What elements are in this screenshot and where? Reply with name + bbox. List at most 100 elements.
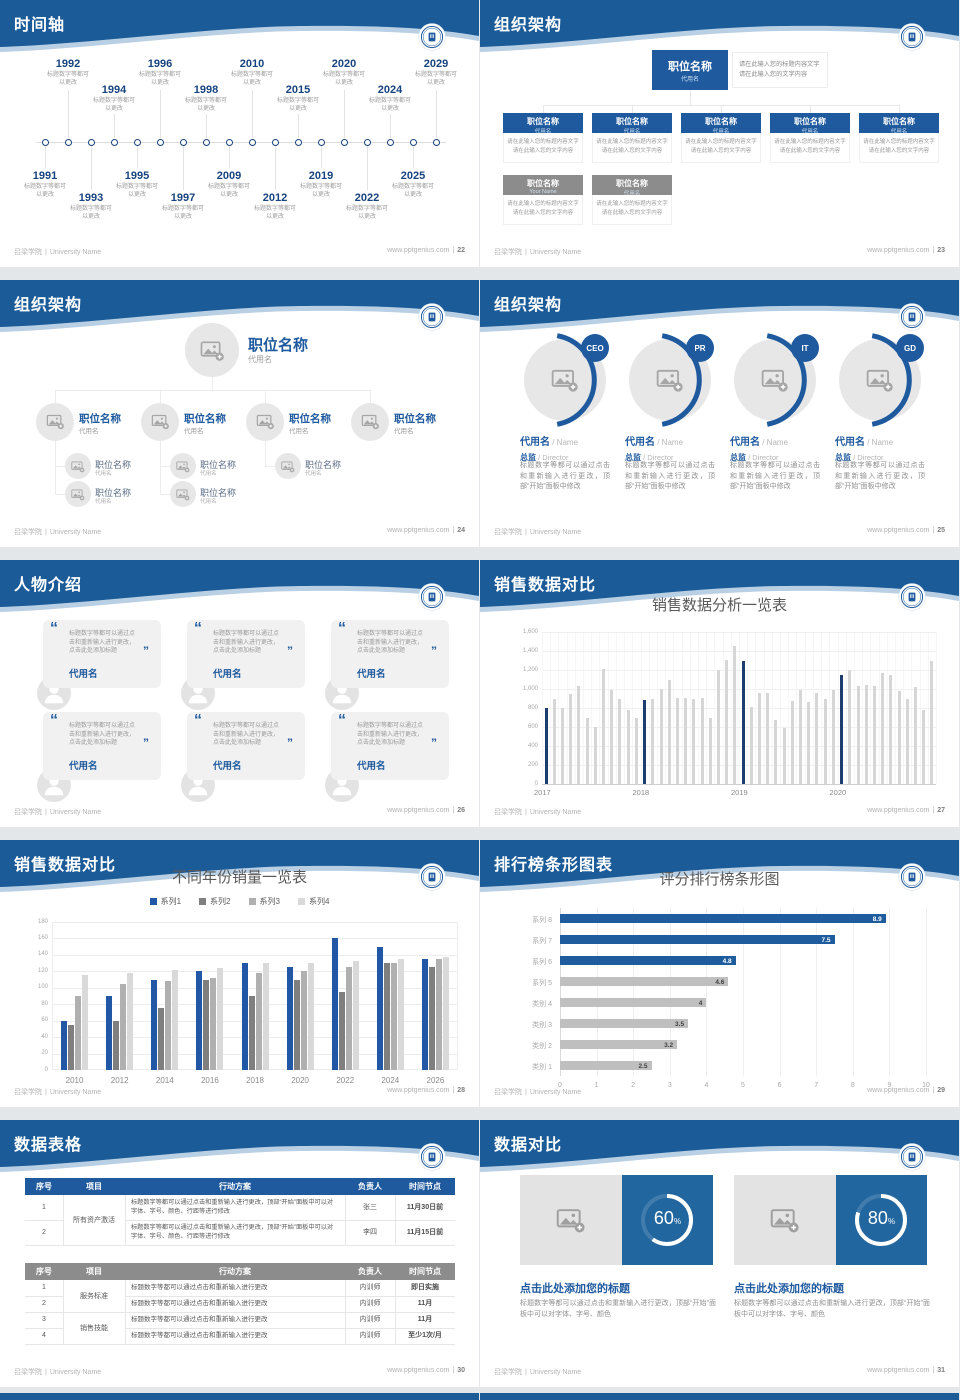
slide-data-table[interactable]: 数据表格 吕梁学院 | University Name www.pptgenius.co… bbox=[0, 1120, 479, 1387]
bar-value-label: 4 bbox=[698, 999, 703, 1007]
x-tick-label: 2024 bbox=[381, 1076, 400, 1085]
slide-sales-compare-columns[interactable]: 销售数据对比 吕梁学院 | University Name www.pptgenius.… bbox=[480, 560, 959, 827]
timeline-year: 2024 bbox=[377, 84, 403, 96]
quote-text: 标题数字等都可以通过点击和重新输入进行更改，点击此处添加标题 bbox=[69, 631, 136, 654]
image-placeholder-icon bbox=[656, 367, 684, 393]
quote-close-icon: ” bbox=[143, 644, 149, 658]
footer-page-number: 28 bbox=[457, 1087, 465, 1094]
slide-org-structure-team[interactable]: 组织架构 吕梁学院 | University Name www.pptgenius.co… bbox=[480, 280, 959, 547]
org-box-body: 请在此输入您的标题内容文字 请在此输入您的文字内容 bbox=[503, 133, 583, 163]
slide-title: 组织架构 bbox=[494, 297, 563, 314]
grid-line-h bbox=[542, 670, 936, 671]
org-box-title: 职位名称 bbox=[616, 117, 648, 126]
header-curve bbox=[0, 280, 479, 332]
org-node-sub: 代用名 bbox=[248, 355, 272, 364]
member-badge: GD bbox=[904, 344, 916, 353]
table-cell-project: 销售技能 bbox=[80, 1325, 108, 1332]
table-cell-time: 11月30日前 bbox=[406, 1204, 444, 1211]
slide-sales-compare-grouped[interactable]: 销售数据对比 吕梁学院 | University Name www.pptgenius.… bbox=[0, 840, 479, 1107]
timeline-item: 2010 标题数字等都可以更改 bbox=[224, 58, 280, 87]
university-logo-icon bbox=[418, 583, 446, 611]
quote-author: 代用名 bbox=[69, 669, 98, 680]
image-placeholder-icon bbox=[151, 413, 170, 430]
org-node-title: 职位名称 bbox=[79, 413, 121, 425]
slide-ranking-hbar[interactable]: 排行榜条形图表 吕梁学院 | University Name www.pptgenius… bbox=[480, 840, 959, 1107]
table-cell-project: 服务标准 bbox=[80, 1293, 108, 1300]
timeline-caption: 标题数字等都可以更改 bbox=[300, 184, 343, 198]
legend-swatch bbox=[199, 898, 207, 905]
photo-placeholder bbox=[65, 453, 91, 479]
bar bbox=[930, 660, 934, 784]
slide-title: 销售数据对比 bbox=[494, 577, 597, 594]
footer-page-separator: | bbox=[932, 807, 935, 814]
timeline-item: 1997 标题数字等都可以更改 bbox=[155, 192, 211, 221]
bar bbox=[560, 977, 729, 986]
org-connector bbox=[160, 466, 170, 467]
bar bbox=[241, 963, 248, 1070]
footer-university-name-en: University Name bbox=[49, 529, 102, 536]
slide-header bbox=[480, 560, 959, 622]
slide-org-structure-boxes[interactable]: 组织架构 吕梁学院 | University Name www.pptgenius.co… bbox=[480, 0, 959, 267]
timeline-dot bbox=[317, 138, 325, 146]
grid-line-h bbox=[542, 632, 936, 633]
bar bbox=[684, 697, 688, 784]
slide-timeline[interactable]: 时间轴 吕梁学院 | University Name www.pptgenius.com… bbox=[0, 0, 479, 267]
bar bbox=[151, 979, 158, 1070]
table-header-cell: 行动方案 bbox=[125, 1178, 345, 1195]
org-box-header: 职位名称 代用名 bbox=[770, 113, 850, 135]
y-tick-label: 20 bbox=[41, 1050, 48, 1057]
bar bbox=[569, 693, 573, 784]
slide-data-compare[interactable]: 数据对比 吕梁学院 | University Name www.pptgenius.co… bbox=[480, 1120, 959, 1387]
org-box-note-line: 请在此输入您的标题内容文字 bbox=[596, 139, 668, 145]
slide-org-structure-photos[interactable]: 组织架构 吕梁学院 | University Name www.pptgenius.co… bbox=[0, 280, 479, 547]
slide-footer: 吕梁学院 | University Name bbox=[14, 527, 101, 537]
slide-footer-right: www.pptgenius.com | 27 bbox=[867, 807, 945, 814]
y-tick-label: 400 bbox=[527, 742, 538, 749]
slide-footer: 吕梁学院 | University Name bbox=[494, 1087, 581, 1097]
member-role-sep: / bbox=[746, 453, 753, 462]
table-cell-time: 即日实施 bbox=[411, 1284, 439, 1291]
footer-site-link: www.pptgenius.com bbox=[387, 1367, 450, 1374]
grid-line-v bbox=[633, 908, 635, 1076]
chart-title: 评分排行榜条形图 bbox=[659, 871, 780, 888]
timeline-item: 1993 标题数字等都可以更改 bbox=[63, 192, 119, 221]
bar bbox=[848, 670, 852, 784]
x-tick-label: 2014 bbox=[155, 1076, 174, 1085]
table-cell-action: 标题数字等都可以通过点击和重新输入进行更改 bbox=[131, 1332, 268, 1339]
bar bbox=[634, 717, 638, 784]
timeline-stem bbox=[137, 146, 138, 168]
bar bbox=[560, 1019, 689, 1028]
table-cell-no: 3 bbox=[42, 1316, 46, 1323]
university-logo-icon bbox=[898, 863, 926, 891]
timeline-year: 2019 bbox=[308, 170, 334, 182]
university-logo-icon bbox=[898, 303, 926, 331]
member-name: 代用名 bbox=[730, 437, 760, 448]
member-role-en: Director bbox=[647, 453, 674, 462]
legend-label: 系列2 bbox=[210, 897, 231, 906]
footer-separator: | bbox=[525, 809, 527, 816]
legend-item: 系列1 bbox=[149, 896, 181, 907]
org-connector bbox=[721, 105, 722, 113]
footer-page-separator: | bbox=[932, 527, 935, 534]
org-box-sub: 代用名 bbox=[712, 129, 730, 135]
bar bbox=[428, 967, 435, 1070]
member-role-en: Director bbox=[542, 453, 569, 462]
bar bbox=[560, 956, 736, 965]
timeline-caption: 标题数字等都可以更改 bbox=[116, 184, 159, 198]
y-category-label: 系列 8 bbox=[532, 917, 552, 924]
timeline-item: 2020 标题数字等都可以更改 bbox=[316, 58, 372, 87]
timeline-caption: 标题数字等都可以更改 bbox=[346, 206, 389, 220]
org-box-note-line: 请在此输入您的文字内容 bbox=[690, 148, 752, 154]
member-name-line: 代用名 / Name bbox=[625, 432, 717, 450]
timeline-dot bbox=[41, 138, 49, 146]
bar bbox=[790, 701, 794, 784]
x-tick-label: 9 bbox=[887, 1082, 892, 1089]
bar bbox=[856, 686, 860, 784]
org-subnode-sub: 代用名 bbox=[95, 471, 112, 477]
header-curve bbox=[480, 0, 959, 52]
image-placeholder-icon bbox=[256, 413, 275, 430]
timeline-caption: 标题数字等都可以更改 bbox=[208, 184, 251, 198]
slide-people-intro[interactable]: 人物介绍 吕梁学院 | University Name www.pptgenius.co… bbox=[0, 560, 479, 827]
table-cell-no: 2 bbox=[42, 1300, 46, 1307]
org-subnode-title: 职位名称 bbox=[95, 460, 132, 470]
